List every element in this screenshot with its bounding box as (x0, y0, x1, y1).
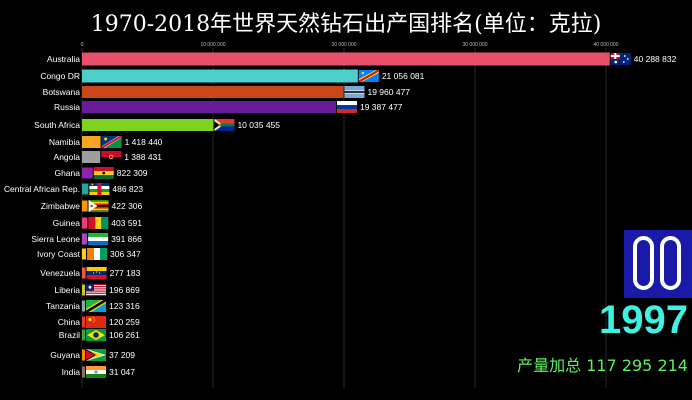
bar-namibia (82, 136, 101, 148)
country-label: Namibia (49, 137, 80, 147)
country-label: Australia (47, 54, 80, 64)
brazil-flag-icon (86, 329, 106, 341)
country-label: Sierra Leone (31, 234, 80, 244)
bar-tanzania (82, 300, 85, 312)
country-label: Liberia (54, 285, 80, 295)
russia-flag-icon (336, 101, 357, 113)
ghana-flag-icon (93, 167, 114, 179)
country-label: China (58, 317, 80, 327)
value-label: 403 591 (111, 218, 142, 228)
country-label: India (62, 367, 81, 377)
congo-dr-flag-icon (358, 70, 379, 82)
india-flag-icon (86, 366, 106, 378)
country-label: Venezuela (40, 268, 80, 278)
bar-ghana (82, 167, 93, 179)
x-tick-label: 20 000 000 (331, 42, 356, 48)
value-label: 123 316 (109, 301, 140, 311)
bar-guinea (82, 217, 88, 229)
bar-sierra-leone (82, 233, 88, 245)
botswana-flag-icon (344, 86, 365, 98)
value-label: 277 183 (110, 268, 141, 278)
country-label: Brazil (59, 330, 80, 340)
bar-ivory-coast (82, 248, 87, 260)
x-tick-label: 40 000 000 (593, 42, 618, 48)
bar-venezuela (82, 267, 86, 279)
bar-russia (82, 101, 336, 113)
value-label: 37 209 (109, 350, 135, 360)
bar-zimbabwe (82, 200, 88, 212)
value-label: 31 047 (109, 367, 135, 377)
bar-australia (82, 52, 610, 66)
value-label: 306 347 (110, 249, 141, 259)
value-label: 19 387 477 (360, 102, 403, 112)
country-label: Russia (54, 102, 80, 112)
country-label: Central African Rep. (4, 184, 80, 194)
zimbabwe-flag-icon (88, 200, 109, 213)
x-tick-label: 10 000 000 (200, 42, 225, 48)
value-label: 822 309 (117, 168, 148, 178)
channel-logo-icon (624, 230, 692, 298)
central-african-rep-flag-icon (89, 183, 110, 195)
bar-central-african-rep- (82, 183, 89, 195)
china-flag-icon (86, 316, 106, 328)
liberia-flag-icon (86, 284, 106, 297)
bar-guyana (82, 349, 85, 361)
sierra-leone-flag-icon (88, 233, 109, 245)
tanzania-flag-icon (86, 300, 106, 312)
bar-congo-dr (82, 69, 358, 83)
bar-china (82, 316, 85, 328)
venezuela-flag-icon (86, 267, 107, 279)
x-tick-label: 30 000 000 (462, 42, 487, 48)
bar-angola (82, 151, 101, 163)
south-africa-flag-icon (214, 119, 235, 131)
country-label: Guinea (53, 218, 81, 228)
guinea-flag-icon (88, 217, 109, 229)
country-label: Congo DR (40, 71, 80, 81)
ivory-coast-flag-icon (87, 248, 108, 260)
value-label: 1 388 431 (124, 152, 162, 162)
bar-india (82, 366, 85, 378)
country-label: Ghana (54, 168, 80, 178)
value-label: 21 056 081 (382, 71, 425, 81)
value-label: 40 288 832 (634, 54, 677, 64)
value-label: 391 866 (111, 234, 142, 244)
value-label: 106 261 (109, 330, 140, 340)
x-tick-label: 0 (81, 42, 84, 48)
country-label: Ivory Coast (37, 249, 81, 259)
value-label: 196 869 (109, 285, 140, 295)
guyana-flag-icon (86, 349, 106, 361)
country-label: Botswana (43, 87, 81, 97)
australia-flag-icon (610, 53, 631, 65)
bar-botswana (82, 86, 344, 98)
value-label: 486 823 (112, 184, 143, 194)
value-label: 422 306 (112, 201, 143, 211)
year-label: 1997 (599, 298, 688, 342)
country-label: South Africa (34, 120, 80, 130)
bar-south-africa (82, 119, 214, 131)
bar-brazil (82, 329, 85, 341)
total-production-label: 产量加总 117 295 214 (517, 356, 688, 375)
value-label: 1 418 440 (125, 137, 163, 147)
value-label: 120 259 (109, 317, 140, 327)
country-label: Zimbabwe (41, 201, 80, 211)
country-label: Tanzania (46, 301, 80, 311)
chart-title: 1970-2018年世界天然钻石出产国排名(单位：克拉) (90, 12, 602, 37)
namibia-flag-icon (101, 136, 122, 148)
angola-flag-icon (101, 151, 122, 163)
country-label: Guyana (50, 350, 80, 360)
value-label: 19 960 477 (367, 87, 410, 97)
bar-liberia (82, 284, 85, 296)
value-label: 10 035 455 (237, 120, 280, 130)
country-label: Angola (54, 152, 81, 162)
